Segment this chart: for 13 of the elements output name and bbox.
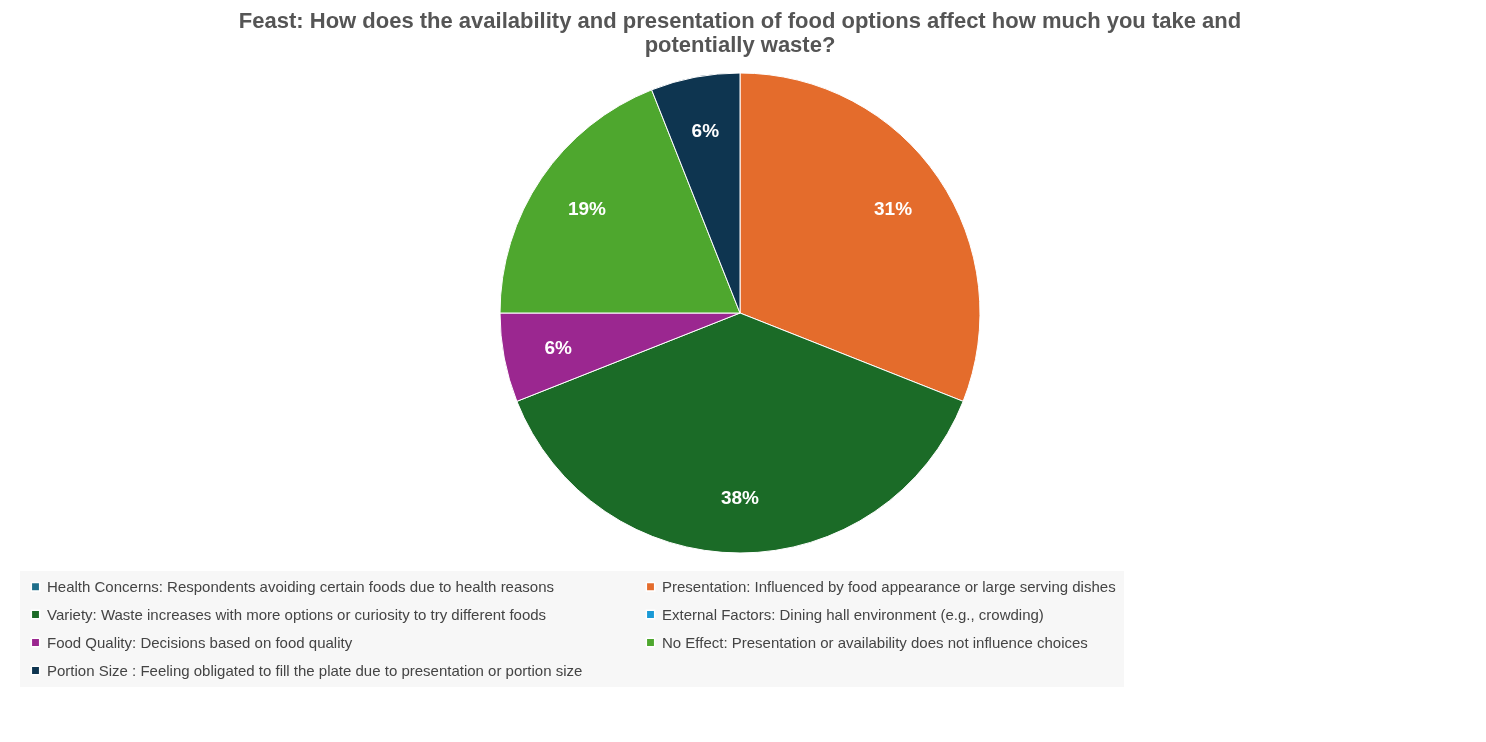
legend-label: No Effect: Presentation or availability does not influence choices [662,633,1088,651]
legend-label: Food Quality: Decisions based on food quality [47,633,353,651]
legend-label: Health Concerns: Respondents avoiding certain foods due to health reasons [47,577,554,595]
legend-label: Variety: Waste increases with more options or curiosity to try different foods [47,605,547,623]
chart-title: Feast: How does the availability and presentation of food options affect how much you take and potentially waste? [238,8,1242,57]
legend-label: Portion Size : Feeling obligated to fill the plate due to presentation or portion size [47,661,583,679]
legend-label: Presentation: Influenced by food appearance or large serving dishes [662,577,1116,595]
data-label: 38% [720,487,760,508]
data-label: 6% [544,336,573,358]
data-label: 31% [873,198,913,220]
data-label: 6% [691,120,720,142]
legend-label: External Factors: Dining hall environment (e.g., crowding) [662,605,1044,623]
data-label: 19% [567,198,607,220]
